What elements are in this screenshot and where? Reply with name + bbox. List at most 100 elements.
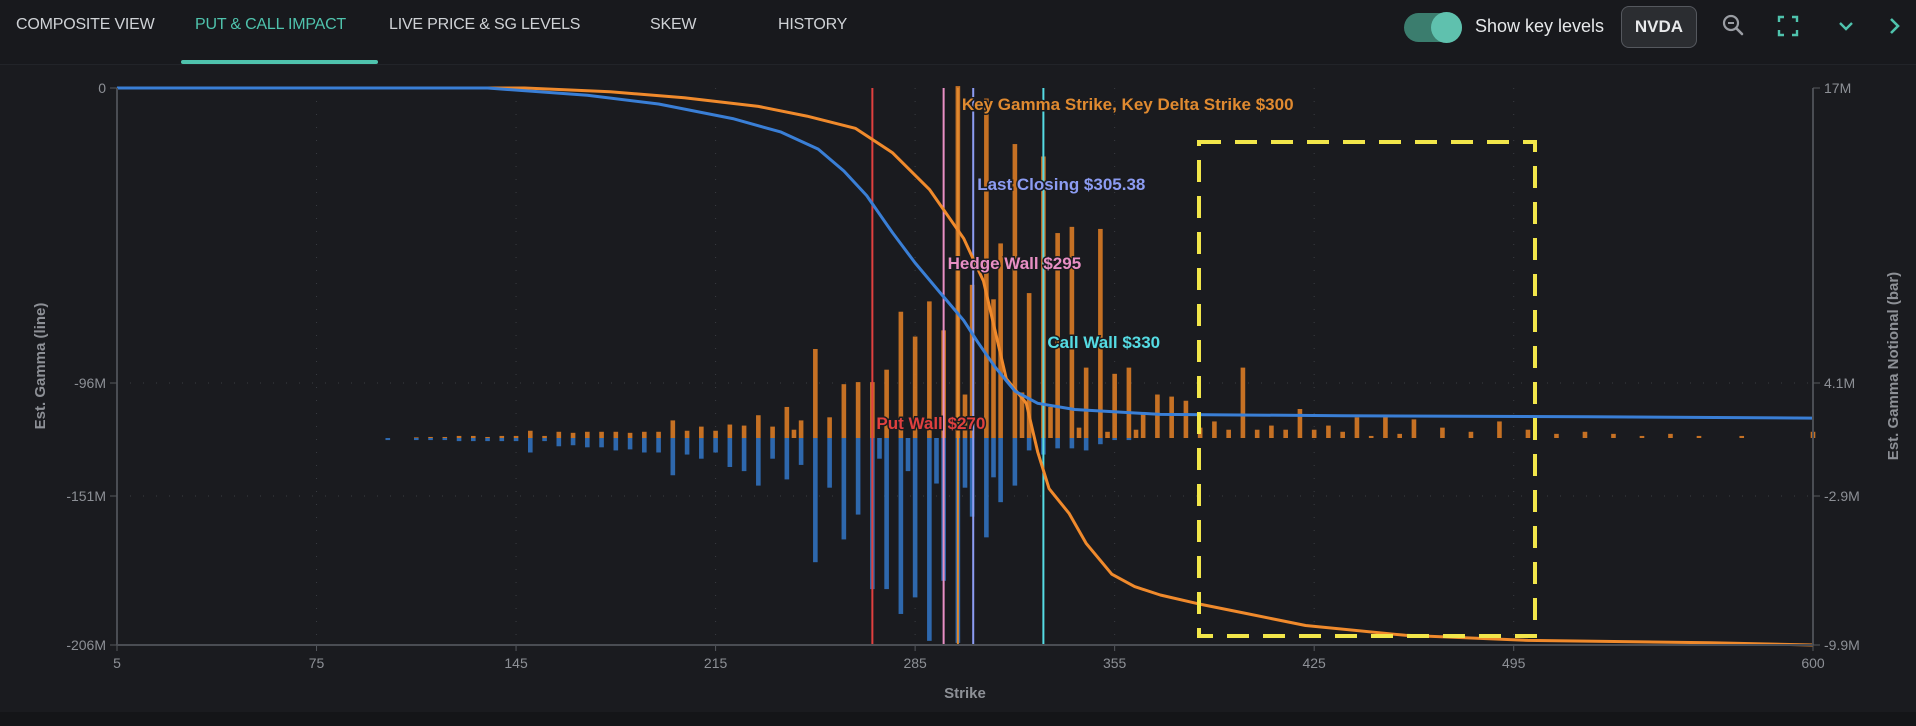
put-bar [991,438,996,478]
call-bar [756,415,761,438]
call-bar [1240,367,1246,438]
call-bar [642,431,647,438]
call-bar [1226,429,1231,438]
y-left-tick-label: -96M [74,375,106,391]
x-tick-label: 145 [504,655,528,671]
chevron-right-icon[interactable] [1880,12,1908,40]
call-bar [670,420,676,438]
put-bar [385,438,391,441]
put-bar [934,438,939,484]
call-bar [727,424,733,438]
call-bar [1354,417,1360,438]
tab-history[interactable]: HISTORY [778,16,848,33]
call-bar [1411,419,1417,438]
put-bar [1112,438,1117,441]
zoom-out-icon[interactable] [1720,12,1748,40]
chevron-down-icon[interactable] [1832,12,1860,40]
call-bar [684,430,690,438]
call-bar [1525,429,1531,438]
toggle-knob [1431,12,1462,43]
put-bar [770,438,775,459]
y-right-tick-label: -9.9M [1824,637,1860,653]
put-bar [499,438,505,442]
show-key-levels-toggle[interactable] [1404,12,1462,43]
call-bar [1297,409,1303,438]
call-bar [1397,433,1402,438]
put-bar [513,438,519,442]
show-key-levels-label: Show key levels [1475,16,1605,36]
call-bar [1076,427,1082,438]
tab-put-call-impact[interactable]: PUT & CALL IMPACT [195,16,347,33]
y-left-tick-label: 0 [98,80,106,96]
call-bar [984,98,989,439]
call-bar [1083,367,1089,438]
key-level-label: Key Gamma Strike, Key Delta Strike $300 [962,95,1294,114]
put-bar [813,438,818,563]
put-bar [898,438,904,614]
y-right-tick-label: 4.1M [1824,375,1855,391]
gamma-lines [117,86,1814,647]
call-bar [528,430,533,438]
put-bar [912,438,918,598]
put-bar [855,438,861,515]
put-bar [556,438,562,447]
call-bar [1554,433,1559,438]
grid [117,88,1813,645]
put-bar [841,438,847,540]
call-bar [770,426,775,438]
highlight-box [1197,140,1537,638]
call-bar [585,431,590,438]
fullscreen-icon[interactable] [1774,12,1802,40]
call-bar [656,431,661,438]
call-bar [1026,293,1032,438]
call-bar [699,426,704,438]
key-level-label: Last Closing $305.38 [977,175,1145,194]
call-bar [499,435,505,438]
put-bar [784,438,790,480]
tab-composite-view[interactable]: COMPOSITE VIEW [16,16,155,33]
call-bar [556,431,562,438]
put-bar [827,438,832,488]
call-bar [1283,429,1288,438]
call-bar [599,431,604,438]
put-bar [741,438,747,472]
ticker-button[interactable]: NVDA [1621,6,1697,48]
call-bar [1468,431,1474,438]
call-bar [798,420,804,438]
call-bar [1133,429,1139,438]
x-axis-title: Strike [944,685,986,702]
put-bar [927,438,932,641]
call-bar [1169,396,1174,438]
put-bar [962,438,968,488]
call-bar [1105,431,1110,438]
call-bar [485,436,490,438]
key-level-label: Call Wall $330 [1047,333,1160,352]
call-bar [1639,435,1645,438]
tab-skew[interactable]: SKEW [650,16,697,33]
x-tick-label: 215 [704,655,728,671]
call-bar [1582,431,1588,438]
call-bar [471,435,476,438]
tab-live-price-sg-levels[interactable]: LIVE PRICE & SG LEVELS [389,16,581,33]
y-left-axis-title: Est. Gamma (line) [32,303,49,430]
x-tick-label: 285 [903,655,927,671]
put-bar [613,438,619,451]
call-bar [898,311,904,438]
key-level-labels: Put Wall $270 Hedge Wall $295 Key Gamma St… [875,94,1295,435]
put-bar [1026,438,1032,451]
y-right-tick-label: 17M [1824,80,1851,96]
x-tick-label: 5 [113,655,121,671]
put-bar [570,438,576,446]
call-bar [855,382,861,438]
put-bar [756,438,761,486]
put-bar [528,438,533,453]
call-bar [1140,413,1146,438]
call-bar [1440,427,1445,438]
call-bar [613,431,619,438]
call-bar [1019,392,1025,438]
call-bar [741,425,747,438]
call-bar [570,432,576,438]
y-left-tick-label: -206M [66,637,106,653]
call-bar [428,436,433,438]
